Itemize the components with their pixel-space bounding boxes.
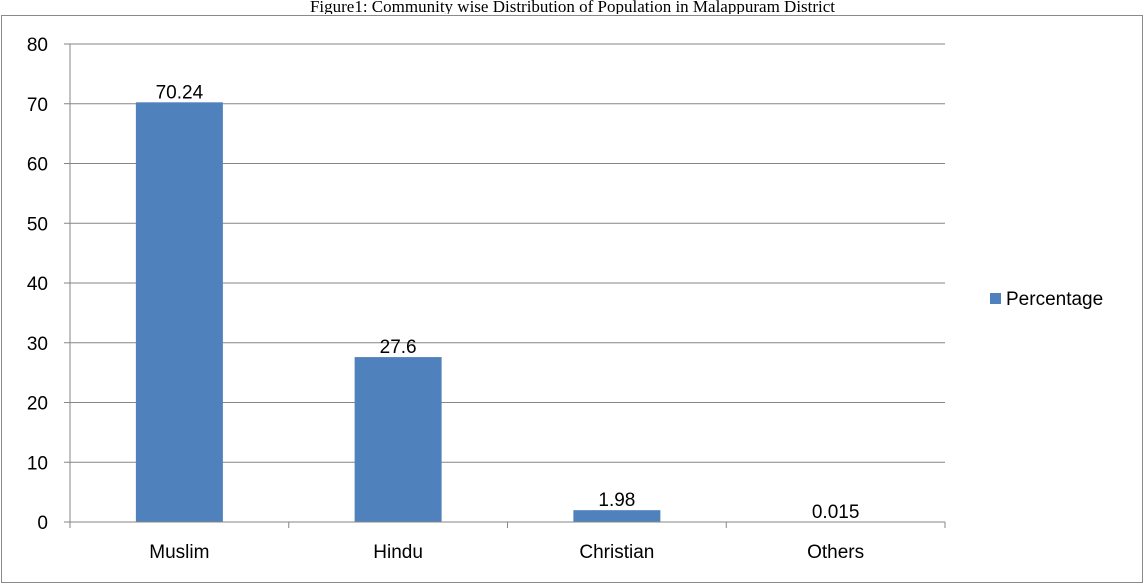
x-tick-label: Muslim <box>149 542 209 563</box>
bar-muslim <box>135 102 223 522</box>
y-tick-label: 60 <box>27 155 48 176</box>
x-tick-label: Hindu <box>373 542 423 563</box>
y-tick-label: 10 <box>27 453 48 474</box>
chart-frame <box>1 15 1143 583</box>
axes: 0 10 20 30 40 50 60 70 80 Muslim Hindu Christian Oth… <box>27 35 946 563</box>
legend-label: Percentage <box>1006 289 1103 310</box>
bars <box>135 102 880 522</box>
x-tick-label: Others <box>807 542 864 563</box>
y-tick-label: 50 <box>27 214 48 235</box>
data-label: 27.6 <box>380 337 417 358</box>
y-tick-label: 20 <box>27 394 48 415</box>
bar-hindu <box>354 357 442 522</box>
legend-swatch <box>990 293 1001 304</box>
chart-title: Figure1: Community wise Distribution of … <box>309 0 836 14</box>
y-tick-label: 80 <box>27 35 48 56</box>
data-labels: 70.24 27.6 1.98 0.015 <box>156 82 860 523</box>
y-tick-label: 30 <box>27 334 48 355</box>
y-tick-label: 40 <box>27 274 48 295</box>
y-tick-label: 70 <box>27 95 48 116</box>
data-label: 1.98 <box>598 490 635 511</box>
bar-christian <box>573 510 661 522</box>
data-label: 0.015 <box>812 502 860 523</box>
x-tick-label: Christian <box>579 542 654 563</box>
y-tick-label: 0 <box>37 513 48 534</box>
legend: Percentage <box>990 289 1103 310</box>
data-label: 70.24 <box>156 82 204 103</box>
